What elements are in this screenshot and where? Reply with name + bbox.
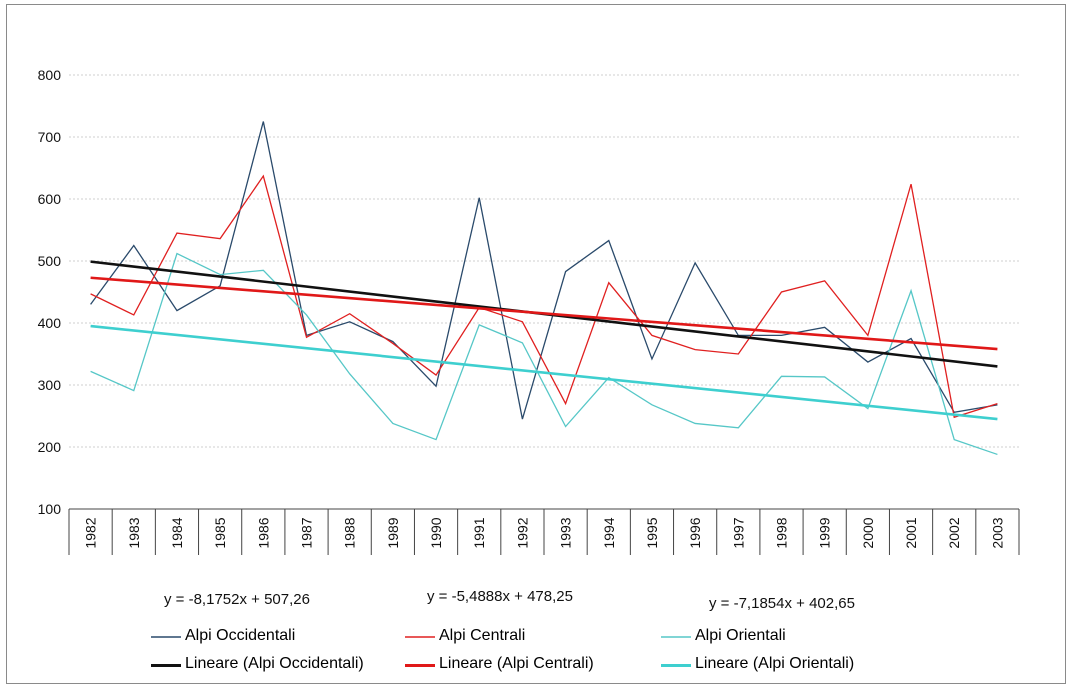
- chart-frame: 100 200 300 400 500 600 700 800 1982 1983 1984 1985…: [6, 4, 1066, 684]
- x-tick-label: 1990: [428, 517, 444, 548]
- x-tick-label: 2002: [946, 517, 962, 548]
- x-tick-label: 1994: [601, 517, 617, 548]
- x-tick-label: 1986: [255, 517, 271, 548]
- trend-equation-centrali: y = -5,4888x + 478,25: [427, 588, 573, 605]
- series-line-alpi-occidentali: [90, 121, 998, 420]
- legend-label: Alpi Orientali: [695, 627, 786, 644]
- x-tick-label: 1989: [385, 517, 401, 548]
- x-tick-label: 2003: [989, 517, 1005, 548]
- trend-equation-orientali: y = -7,1854x + 402,65: [709, 595, 855, 612]
- x-tick-label: 2001: [903, 517, 919, 548]
- y-tick-label: 400: [38, 315, 62, 331]
- y-tick-label: 600: [38, 191, 62, 207]
- legend-label: Alpi Occidentali: [185, 627, 296, 644]
- x-tick-label: 1992: [514, 517, 530, 548]
- x-tick-label: 1996: [687, 517, 703, 548]
- x-tick-label: 1983: [126, 517, 142, 548]
- x-tick-label: 1988: [342, 517, 358, 548]
- legend-swatch-lineare-centrali: [405, 664, 435, 667]
- y-tick-label: 800: [38, 67, 62, 83]
- y-tick-label: 300: [38, 377, 62, 393]
- x-tick-label: 1984: [169, 517, 185, 548]
- y-tick-label: 100: [38, 501, 62, 517]
- x-tick-label: 1987: [299, 517, 315, 548]
- legend-swatch-alpi-occidentali: [151, 636, 181, 638]
- x-tick-label: 1998: [774, 517, 790, 548]
- series-line-lineare-alpi-orientali: [90, 324, 998, 421]
- legend-label: Lineare (Alpi Occidentali): [185, 655, 364, 672]
- legend-swatch-alpi-orientali: [661, 636, 691, 638]
- legend-label: Lineare (Alpi Centrali): [439, 655, 594, 672]
- x-tick-label: 1995: [644, 517, 660, 548]
- series-line-alpi-orientali: [90, 252, 998, 456]
- x-tick-label: 1991: [471, 517, 487, 548]
- x-tick-label: 1997: [730, 517, 746, 548]
- legend-swatch-lineare-occidentali: [151, 664, 181, 667]
- legend-label: Lineare (Alpi Orientali): [695, 655, 855, 672]
- trend-equation-occidentali: y = -8,1752x + 507,26: [164, 591, 310, 608]
- line-chart: 100 200 300 400 500 600 700 800 1982 1983 1984 1985…: [38, 67, 1020, 555]
- legend-swatch-lineare-orientali: [661, 664, 691, 667]
- x-tick-label: 1999: [817, 517, 833, 548]
- x-tick-label: 1985: [212, 517, 228, 548]
- legend-label: Alpi Centrali: [439, 627, 526, 644]
- x-tick-label: 2000: [860, 517, 876, 548]
- x-tick-label: 1993: [558, 517, 574, 548]
- y-tick-label: 700: [38, 129, 62, 145]
- series-line-alpi-centrali: [90, 174, 998, 419]
- x-tick-label: 1982: [83, 517, 99, 548]
- y-tick-label: 200: [38, 439, 62, 455]
- series-line-lineare-alpi-centrali: [90, 276, 998, 351]
- legend-swatch-alpi-centrali: [405, 636, 435, 638]
- y-tick-label: 500: [38, 253, 62, 269]
